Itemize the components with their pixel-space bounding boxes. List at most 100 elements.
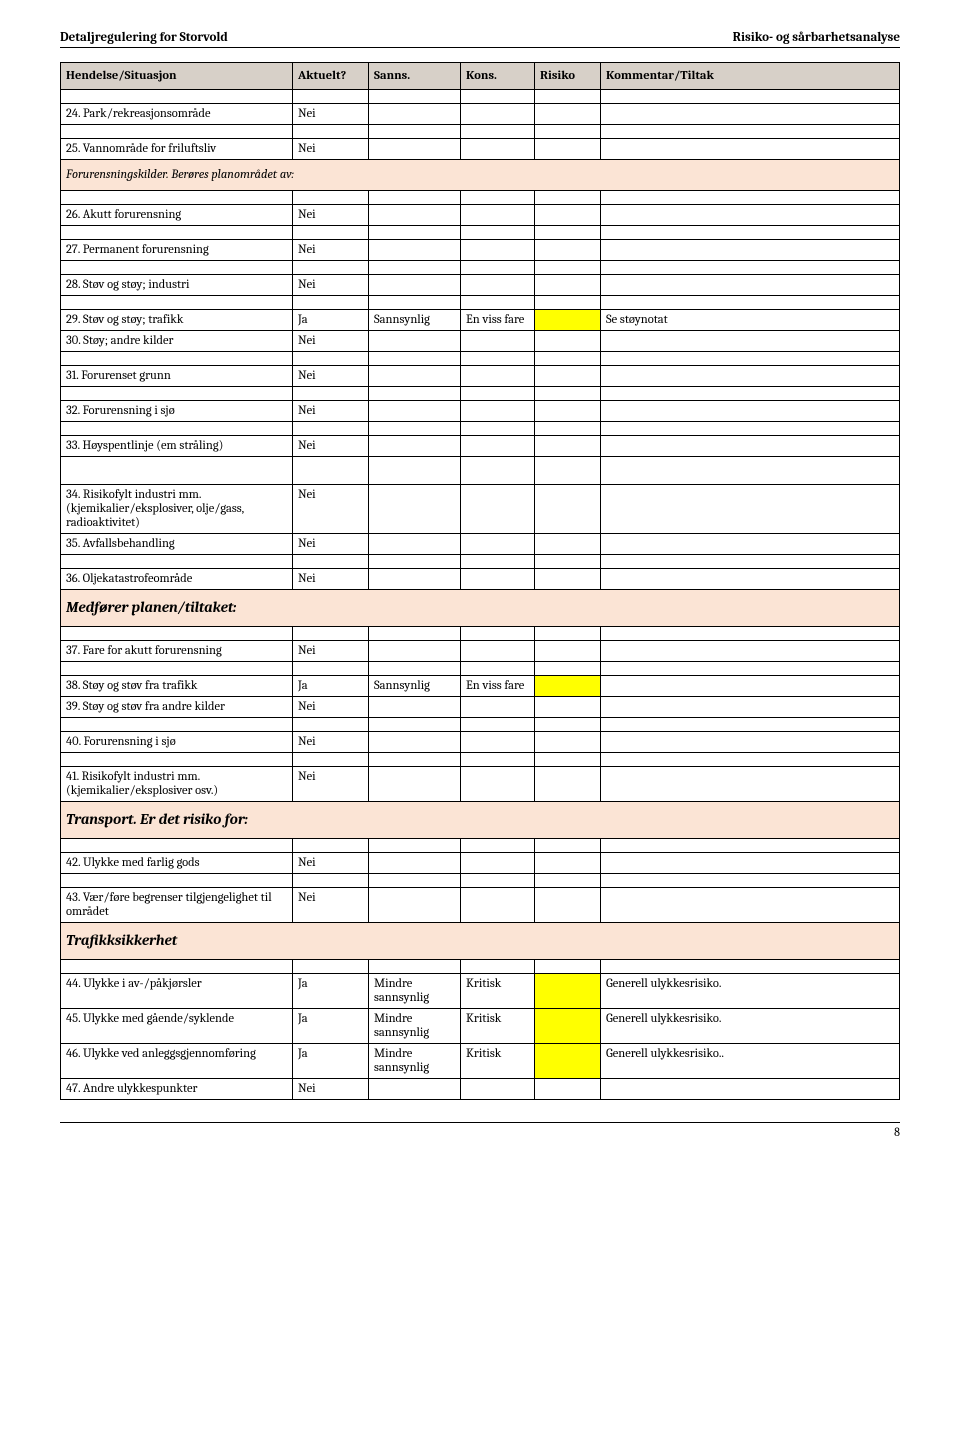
table-cell: Nei [293,366,369,387]
table-cell [461,139,535,160]
table-cell [369,205,461,226]
table-row: 42. Ulykke med farlig godsNei [61,853,900,874]
table-cell: Nei [293,205,369,226]
page-number: 8 [894,1125,900,1139]
table-cell: 26. Akutt forurensning [61,205,293,226]
table-cell: Generell ulykkesrisiko. [601,974,900,1009]
table-cell [461,534,535,555]
table-cell [535,641,601,662]
table-cell: Nei [293,534,369,555]
table-cell: Nei [293,485,369,534]
table-cell: Ja [293,1009,369,1044]
table-cell [535,401,601,422]
table-cell [601,205,900,226]
table-cell: Nei [293,104,369,125]
table-cell [369,139,461,160]
spacer-row [61,191,900,205]
table-cell: Ja [293,1044,369,1079]
table-cell: 25. Vannområde for friluftsliv [61,139,293,160]
table-cell: Nei [293,767,369,802]
table-cell [601,732,900,753]
table-cell [601,366,900,387]
spacer-row [61,662,900,676]
table-cell [369,1079,461,1100]
table-cell [535,534,601,555]
table-row: 35. AvfallsbehandlingNei [61,534,900,555]
spacer-row [61,261,900,275]
table-row: 27. Permanent forurensningNei [61,240,900,261]
table-cell: 37. Fare for akutt forurensning [61,641,293,662]
table-cell [601,676,900,697]
table-cell [369,641,461,662]
table-row: 33. Høyspentlinje (em stråling)Nei [61,436,900,457]
col-hendelse: Hendelse/Situasjon [61,63,293,90]
table-cell [535,853,601,874]
table-cell: Nei [293,888,369,923]
table-cell [369,697,461,718]
table-cell [601,641,900,662]
table-cell: 24. Park/rekreasjonsområde [61,104,293,125]
table-cell [535,974,601,1009]
table-cell: Nei [293,401,369,422]
table-cell: 42. Ulykke med farlig gods [61,853,293,874]
table-cell [461,1079,535,1100]
table-cell [461,366,535,387]
table-cell [535,888,601,923]
table-row: 36. OljekatastrofeområdeNei [61,569,900,590]
table-row: 45. Ulykke med gående/syklendeJaMindre s… [61,1009,900,1044]
table-cell [535,205,601,226]
table-header-row: Hendelse/Situasjon Aktuelt? Sanns. Kons.… [61,63,900,90]
table-cell [369,401,461,422]
table-cell [535,732,601,753]
table-cell [601,534,900,555]
table-cell [461,331,535,352]
spacer-row [61,471,900,485]
table-cell: 39. Støy og støv fra andre kilder [61,697,293,718]
table-row: 46. Ulykke ved anleggsgjennomføringJaMin… [61,1044,900,1079]
table-row: 44. Ulykke i av-/påkjørslerJaMindre sann… [61,974,900,1009]
table-cell [601,569,900,590]
table-cell: En viss fare [461,676,535,697]
table-cell [601,697,900,718]
table-cell [601,275,900,296]
table-cell [461,569,535,590]
table-cell [535,310,601,331]
table-cell: Mindre sannsynlig [369,974,461,1009]
table-cell [461,401,535,422]
table-cell: Nei [293,697,369,718]
table-cell: 33. Høyspentlinje (em stråling) [61,436,293,457]
table-cell: Nei [293,331,369,352]
table-row: 37. Fare for akutt forurensningNei [61,641,900,662]
table-cell [535,1079,601,1100]
table-row: 43. Vær/føre begrenser tilgjengelighet t… [61,888,900,923]
table-cell [601,853,900,874]
header-right: Risiko- og sårbarhetsanalyse [733,30,900,45]
table-cell: Nei [293,732,369,753]
table-row: 29. Støv og støy; trafikkJaSannsynligEn … [61,310,900,331]
col-risiko: Risiko [535,63,601,90]
table-row: 25. Vannområde for friluftslivNei [61,139,900,160]
table-cell [461,888,535,923]
table-cell [535,569,601,590]
table-cell: Nei [293,275,369,296]
table-cell: 34. Risikofylt industri mm. (kjemikalier… [61,485,293,534]
table-cell [461,697,535,718]
table-cell: 27. Permanent forurensning [61,240,293,261]
table-cell [535,104,601,125]
table-cell [535,676,601,697]
table-cell [535,275,601,296]
section-row: Medfører planen/tiltaket: [61,590,900,627]
table-cell: Nei [293,139,369,160]
spacer-row [61,555,900,569]
table-cell: Kritisk [461,974,535,1009]
table-cell: 35. Avfallsbehandling [61,534,293,555]
table-row: 41. Risikofylt industri mm. (kjemikalier… [61,767,900,802]
table-cell [535,366,601,387]
spacer-row [61,125,900,139]
spacer-row [61,960,900,974]
table-cell [535,485,601,534]
table-cell: 30. Støy; andre kilder [61,331,293,352]
table-cell [369,767,461,802]
table-cell: Nei [293,240,369,261]
table-cell: Nei [293,641,369,662]
